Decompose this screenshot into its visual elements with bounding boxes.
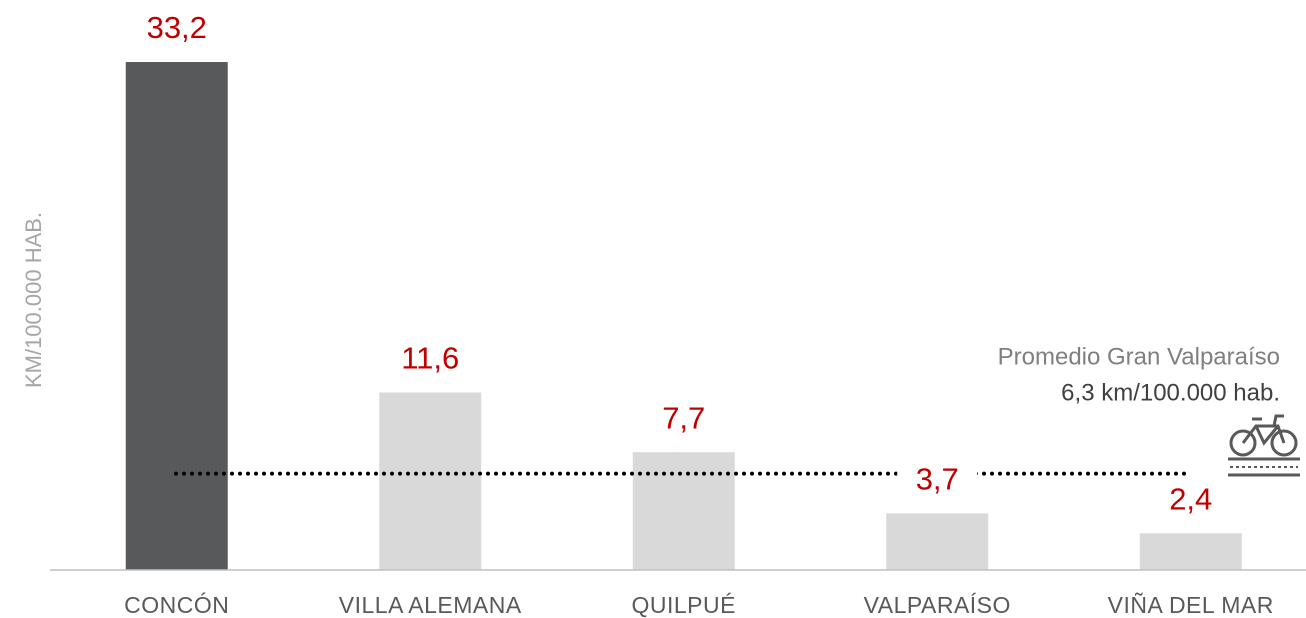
label-background (1150, 481, 1231, 522)
reference-sublabel: 6,3 km/100.000 hab. (1061, 379, 1280, 406)
reference-label: Promedio Gran Valparaíso (998, 343, 1280, 370)
label-background (136, 10, 217, 51)
value-label: 7,7 (662, 400, 705, 435)
bar (632, 452, 735, 570)
bar (1139, 533, 1242, 570)
value-label: 3,7 (916, 462, 959, 497)
bar (379, 392, 482, 570)
value-label: 11,6 (401, 341, 459, 376)
x-tick-label: VALPARAÍSO (864, 592, 1011, 618)
x-tick-label: CONCÓN (124, 592, 229, 618)
bar (886, 513, 989, 570)
x-tick-label: VILLA ALEMANA (339, 592, 522, 618)
bar (125, 62, 228, 570)
x-tick-label: QUILPUÉ (632, 592, 736, 618)
label-background (643, 400, 724, 441)
x-tick-label: VIÑA DEL MAR (1108, 592, 1274, 618)
label-background (897, 461, 978, 502)
value-label: 2,4 (1169, 481, 1212, 516)
y-axis-label: KM/100.000 HAB. (21, 212, 46, 388)
bike-icon (1228, 414, 1300, 477)
label-background (390, 340, 471, 381)
value-label: 33,2 (147, 10, 207, 45)
